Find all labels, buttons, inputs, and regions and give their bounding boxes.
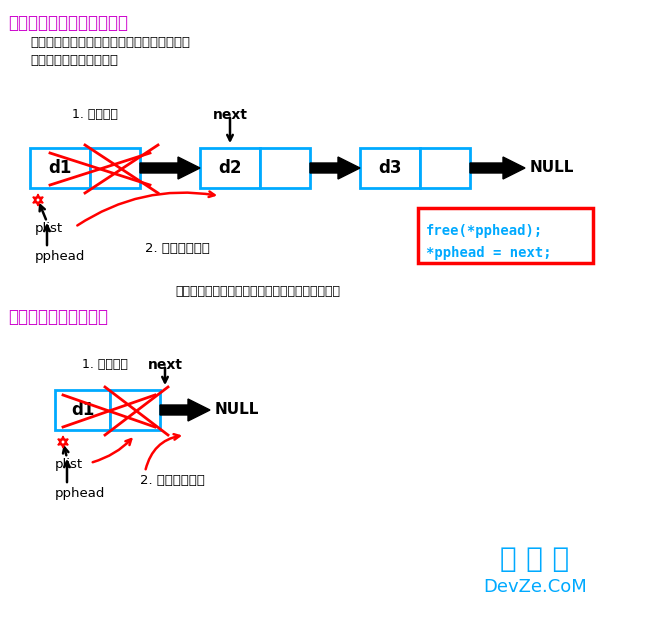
- Text: 为了释放第一个结点之后，能找到后面的结点: 为了释放第一个结点之后，能找到后面的结点: [30, 36, 190, 49]
- Text: d2: d2: [218, 159, 241, 177]
- Text: 2. 改变指针指向: 2. 改变指针指向: [140, 474, 205, 487]
- Bar: [360, 148, 420, 188]
- Bar: [55, 390, 110, 430]
- Bar: [90, 148, 140, 188]
- Text: 无论链表有一个还是两个以上的结点，处理都一样: 无论链表有一个还是两个以上的结点，处理都一样: [175, 285, 340, 298]
- Text: 链表只有一个结点时：: 链表只有一个结点时：: [8, 308, 108, 326]
- Text: pphead: pphead: [55, 487, 105, 500]
- Bar: [420, 148, 470, 188]
- Text: next: next: [147, 358, 182, 372]
- Bar: [418, 208, 593, 263]
- Bar: [200, 148, 260, 188]
- Text: plist: plist: [35, 222, 63, 235]
- Polygon shape: [160, 399, 210, 421]
- Text: d1: d1: [48, 159, 71, 177]
- Text: 开 发 者: 开 发 者: [500, 545, 570, 573]
- Text: 需要提前保存第二个结点: 需要提前保存第二个结点: [30, 54, 118, 67]
- Bar: [110, 390, 160, 430]
- Text: NULL: NULL: [530, 160, 574, 176]
- Text: plist: plist: [55, 458, 83, 471]
- Bar: [260, 148, 310, 188]
- Text: DevZe.CoM: DevZe.CoM: [483, 578, 587, 596]
- Text: d1: d1: [71, 401, 94, 419]
- Text: 1. 释放结点: 1. 释放结点: [72, 108, 118, 121]
- Text: free(*pphead);: free(*pphead);: [426, 224, 543, 238]
- Text: 1. 释放结点: 1. 释放结点: [82, 358, 128, 371]
- Text: NULL: NULL: [215, 402, 260, 417]
- Polygon shape: [140, 157, 200, 179]
- Polygon shape: [310, 157, 360, 179]
- Text: 链表有两个以上的结点时：: 链表有两个以上的结点时：: [8, 14, 128, 32]
- Text: *pphead = next;: *pphead = next;: [426, 246, 552, 260]
- Bar: [30, 148, 90, 188]
- Text: d3: d3: [378, 159, 402, 177]
- Text: 2. 改变指针指向: 2. 改变指针指向: [145, 242, 210, 255]
- Polygon shape: [470, 157, 525, 179]
- Text: pphead: pphead: [35, 250, 86, 263]
- Text: next: next: [212, 108, 247, 122]
